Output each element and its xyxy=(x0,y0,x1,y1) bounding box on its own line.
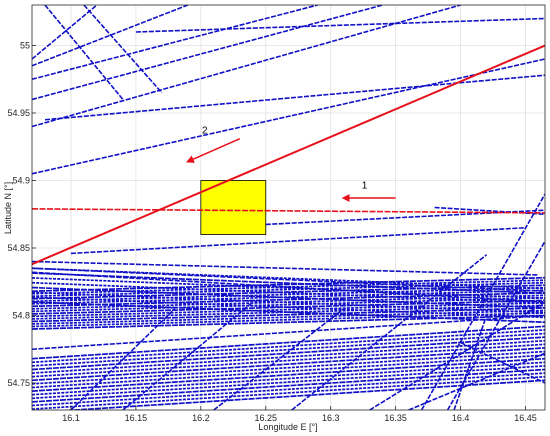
track-bundle-line xyxy=(32,307,545,323)
x-tick-label: 16.45 xyxy=(514,413,537,423)
track-line xyxy=(135,17,545,33)
track-line xyxy=(70,226,526,255)
track-bundle-line xyxy=(32,357,545,392)
track-bundle-line xyxy=(32,368,545,403)
track-bundle-line xyxy=(32,325,545,360)
track-line xyxy=(44,74,545,121)
axes: 16.1 16.15 16.2 16.25 16.3 16.35 16.4 16.45 54.7… xyxy=(7,4,546,423)
x-tick-label: 16.15 xyxy=(125,413,148,423)
highlight-track-line xyxy=(32,208,545,214)
track-bundle-line xyxy=(32,276,545,293)
study-region xyxy=(200,180,267,235)
x-tick-label: 16.3 xyxy=(322,413,340,423)
y-tick-label: 54.95 xyxy=(7,108,30,118)
study-region-rect xyxy=(200,180,267,235)
track-line xyxy=(32,5,383,101)
y-tick-label: 54.75 xyxy=(7,378,30,388)
track-line xyxy=(434,206,545,216)
y-tick-label: 54.8 xyxy=(12,311,30,321)
track-bundle-line xyxy=(32,332,545,367)
track-line xyxy=(83,5,163,94)
track-bundle-line xyxy=(32,314,545,330)
track-bundle-line xyxy=(32,291,545,308)
track-bundle-line xyxy=(32,296,545,319)
track-bundle-line xyxy=(32,272,545,295)
track-bundle-line xyxy=(32,281,545,298)
track-line xyxy=(44,5,124,101)
y-tick-label: 54.85 xyxy=(7,243,30,253)
track-line xyxy=(32,314,545,351)
track-bundle-line xyxy=(32,297,545,313)
y-tick-label: 55 xyxy=(20,41,30,51)
track-bundle-line xyxy=(32,336,545,371)
track-line xyxy=(369,301,545,410)
track-bundle-line xyxy=(32,361,545,396)
track-bundle-line xyxy=(32,372,545,407)
x-tick-label: 16.25 xyxy=(255,413,278,423)
highlighted-tracks xyxy=(32,44,545,266)
track-bundle-line xyxy=(61,379,545,410)
track-line xyxy=(32,5,461,128)
vessel-tracks xyxy=(32,5,545,410)
track-bundle-line xyxy=(32,339,545,374)
track-bundle-line xyxy=(32,286,545,303)
y-axis-label: Latitude N [°] xyxy=(3,182,13,234)
track-bundle-line xyxy=(32,375,545,410)
track-bundle-line xyxy=(32,291,545,314)
y-tick-label: 54.9 xyxy=(12,176,30,186)
track-bundle-line xyxy=(32,281,545,304)
x-tick-label: 16.1 xyxy=(62,413,80,423)
track-bundle-line xyxy=(32,343,545,378)
track-line xyxy=(122,301,254,410)
track-bundle-line xyxy=(32,277,545,299)
track-bundle-line xyxy=(32,312,545,328)
direction-annotations: 12 xyxy=(186,125,396,203)
track-bundle-line xyxy=(32,302,545,318)
x-tick-label: 16.2 xyxy=(192,413,210,423)
direction-label: 2 xyxy=(202,125,208,136)
track-bundle-line xyxy=(32,286,545,309)
track-bundle-line xyxy=(32,365,545,400)
track-bundle-line xyxy=(32,329,545,364)
x-axis-label: Longitude E [°] xyxy=(258,422,317,432)
track-bundle-line xyxy=(32,350,545,385)
track-bundle-line xyxy=(32,347,545,382)
x-tick-label: 16.35 xyxy=(384,413,407,423)
plot-frame xyxy=(31,4,546,411)
highlight-track-line xyxy=(32,44,545,266)
direction-arrow xyxy=(186,137,241,163)
track-bundle-line xyxy=(32,301,545,324)
x-tick-label: 16.4 xyxy=(452,413,470,423)
track-bundle-line xyxy=(32,309,545,325)
direction-label: 1 xyxy=(362,181,368,192)
track-bundle-line xyxy=(32,267,545,290)
track-bundle-line xyxy=(32,354,545,389)
track-line xyxy=(32,5,98,60)
track-line xyxy=(32,5,318,81)
track-line xyxy=(32,5,189,67)
track-line xyxy=(32,58,545,175)
